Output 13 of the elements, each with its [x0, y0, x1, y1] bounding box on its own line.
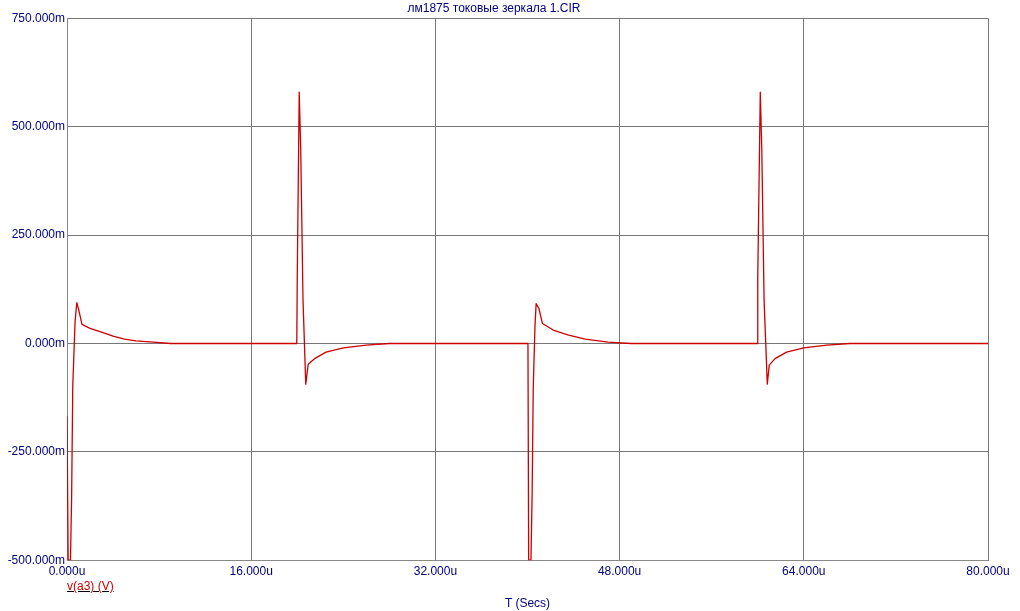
- y-tick-label: 500.000m: [11, 119, 65, 134]
- y-tick-label: -250.000m: [7, 444, 65, 459]
- y-tick-label: 250.000m: [11, 227, 65, 242]
- y-tick-label: 0.000m: [24, 335, 65, 350]
- series-label: v(a3) (V): [67, 579, 114, 594]
- chart-title: лм1875 токовые зеркала 1.CIR: [407, 0, 581, 15]
- x-tick-label: 80.000u: [966, 563, 1010, 578]
- x-tick-label: 48.000u: [597, 563, 642, 578]
- x-tick-label: 16.000u: [229, 563, 273, 578]
- x-tick-label: 64.000u: [782, 563, 826, 578]
- x-tick-label: 32.000u: [413, 563, 458, 578]
- y-tick-label: 750.000m: [11, 10, 65, 25]
- x-axis-title: T (Secs): [504, 596, 551, 611]
